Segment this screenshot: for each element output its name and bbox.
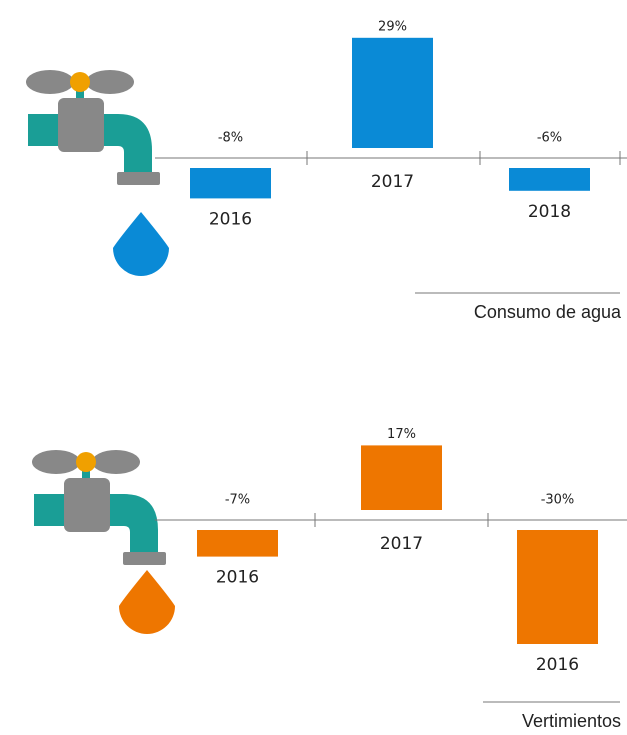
bar xyxy=(517,530,598,644)
category-label: 2016 xyxy=(536,655,579,675)
category-label: 2017 xyxy=(380,534,423,554)
value-label: -8% xyxy=(218,131,243,146)
bar xyxy=(197,530,278,557)
category-label: 2016 xyxy=(209,209,252,229)
value-label: -30% xyxy=(541,493,575,508)
drop-icon xyxy=(113,212,169,276)
faucet-icon xyxy=(26,70,160,185)
value-label: 29% xyxy=(378,19,407,34)
bar xyxy=(509,168,590,191)
bar xyxy=(352,37,433,148)
value-label: -7% xyxy=(225,493,250,508)
caption: Vertimientos xyxy=(522,711,621,731)
category-label: 2017 xyxy=(371,172,414,192)
faucet-icon xyxy=(32,450,166,565)
drop-icon xyxy=(119,570,175,634)
value-label: 17% xyxy=(387,427,416,442)
value-label: -6% xyxy=(537,131,562,146)
category-label: 2018 xyxy=(528,202,571,222)
bar xyxy=(361,445,442,510)
caption: Consumo de agua xyxy=(474,302,622,322)
bar xyxy=(190,168,271,199)
category-label: 2016 xyxy=(216,568,259,588)
